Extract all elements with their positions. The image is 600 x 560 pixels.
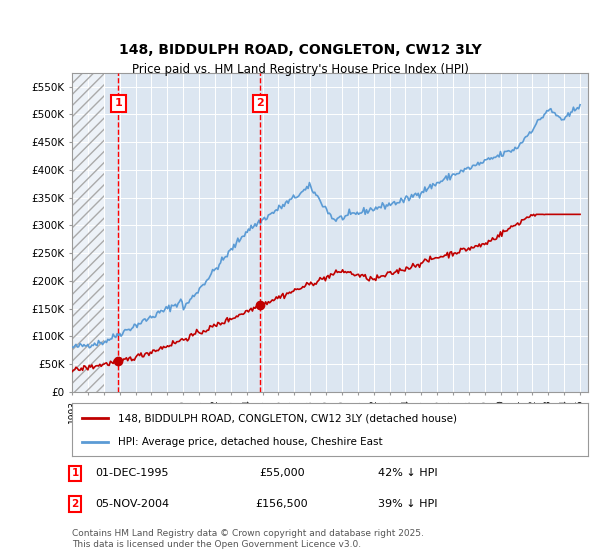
Text: 01-DEC-1995: 01-DEC-1995 <box>95 468 169 478</box>
Bar <box>72 73 104 392</box>
Text: Contains HM Land Registry data © Crown copyright and database right 2025.
This d: Contains HM Land Registry data © Crown c… <box>72 529 424 549</box>
Text: 2: 2 <box>71 499 79 509</box>
Text: 2: 2 <box>256 99 264 108</box>
Text: Price paid vs. HM Land Registry's House Price Index (HPI): Price paid vs. HM Land Registry's House … <box>131 63 469 77</box>
Text: 1: 1 <box>71 468 79 478</box>
Text: 148, BIDDULPH ROAD, CONGLETON, CW12 3LY (detached house): 148, BIDDULPH ROAD, CONGLETON, CW12 3LY … <box>118 413 457 423</box>
Text: 148, BIDDULPH ROAD, CONGLETON, CW12 3LY: 148, BIDDULPH ROAD, CONGLETON, CW12 3LY <box>119 44 481 58</box>
Text: 1: 1 <box>115 99 122 108</box>
Text: 05-NOV-2004: 05-NOV-2004 <box>95 499 169 509</box>
Text: £55,000: £55,000 <box>259 468 305 478</box>
Text: 39% ↓ HPI: 39% ↓ HPI <box>378 499 438 509</box>
Text: HPI: Average price, detached house, Cheshire East: HPI: Average price, detached house, Ches… <box>118 436 383 446</box>
Bar <box>72 73 104 392</box>
Text: £156,500: £156,500 <box>256 499 308 509</box>
Text: 42% ↓ HPI: 42% ↓ HPI <box>378 468 438 478</box>
